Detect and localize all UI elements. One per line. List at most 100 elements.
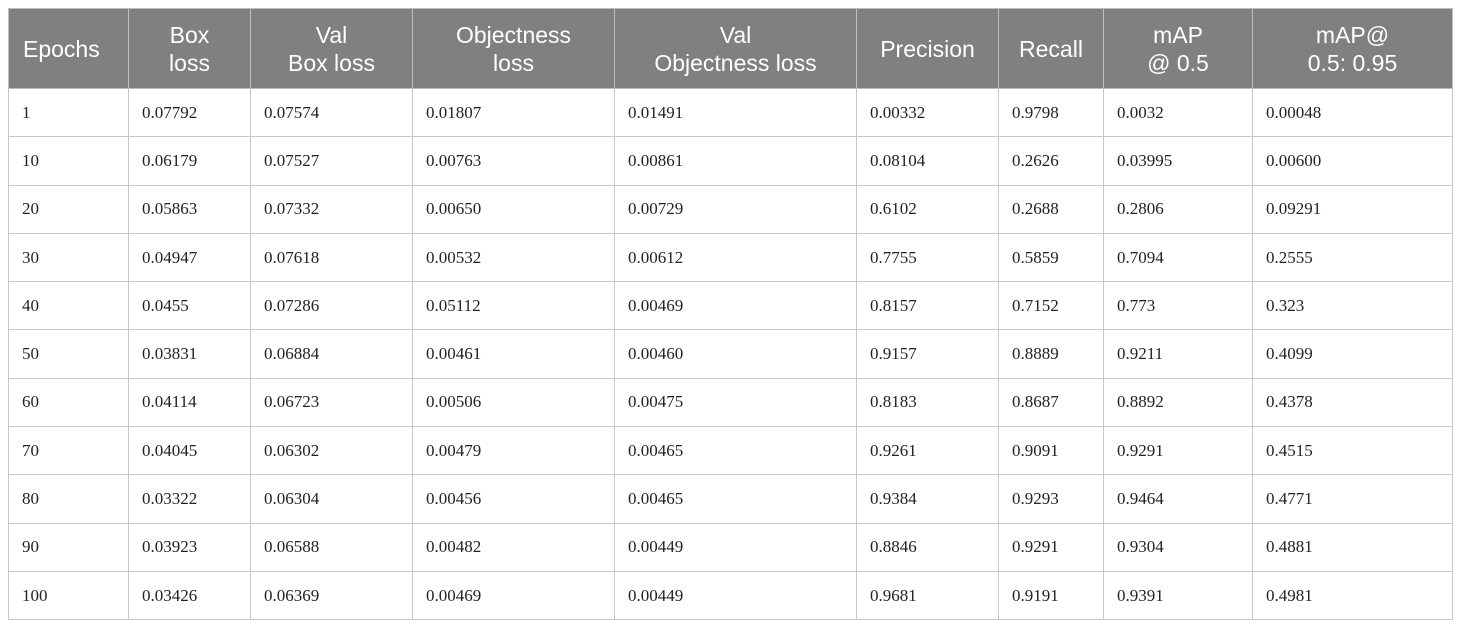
table-cell: 0.0455: [128, 281, 251, 331]
table-cell: 0.00861: [614, 136, 857, 186]
table-cell: 0.04947: [128, 232, 251, 283]
header-text: Recall: [1019, 35, 1083, 62]
table-cell: 0.4378: [1252, 377, 1453, 428]
table-cell: 0.04045: [128, 426, 251, 476]
table-cell: 0.03923: [128, 522, 251, 572]
header-text: Box: [169, 21, 210, 48]
table-row: 10 0.06179 0.07527 0.00763 0.00861 0.08104 0.2…: [8, 136, 1453, 186]
table-row: 70 0.04045 0.06302 0.00479 0.00465 0.9261 0.90…: [8, 426, 1453, 476]
table-cell: 0.06304: [250, 474, 413, 524]
table-cell: 0.9291: [1103, 426, 1253, 476]
table-body: 1 0.07792 0.07574 0.01807 0.01491 0.00332 0.97…: [8, 87, 1453, 621]
header-text: Box loss: [288, 49, 375, 76]
table-cell: 0.8183: [856, 377, 999, 428]
header-cell: Val Objectness loss: [614, 8, 857, 89]
table-cell: 0.5859: [998, 232, 1104, 283]
table-cell: 0.2806: [1103, 184, 1253, 234]
table-cell: 0.00479: [412, 426, 615, 476]
table-cell: 0.8157: [856, 281, 999, 331]
table-cell: 0.9191: [998, 570, 1104, 621]
table-cell: 0.4881: [1252, 522, 1453, 572]
table-cell: 0.00332: [856, 87, 999, 138]
header-cell: Val Box loss: [250, 8, 413, 89]
table-cell: 0.07332: [250, 184, 413, 234]
header-text: Val: [719, 21, 752, 48]
table-cell: 0.09291: [1252, 184, 1453, 234]
header-cell: Box loss: [128, 8, 251, 89]
table-cell: 0.7755: [856, 232, 999, 283]
table-row: 30 0.04947 0.07618 0.00532 0.00612 0.7755 0.58…: [8, 232, 1453, 283]
table-cell: 0.00460: [614, 329, 857, 379]
table-cell: 0.00763: [412, 136, 615, 186]
table-cell: 0.00469: [412, 570, 615, 621]
results-table: Epochs Box loss Val Box loss Objectness loss Va…: [8, 8, 1453, 621]
table-cell: 0.07286: [250, 281, 413, 331]
header-cell: Precision: [856, 8, 999, 89]
table-cell: 40: [8, 281, 129, 331]
table-cell: 0.00600: [1252, 136, 1453, 186]
table-cell: 0.9391: [1103, 570, 1253, 621]
header-text: Objectness loss: [654, 49, 817, 76]
table-cell: 0.06179: [128, 136, 251, 186]
table-cell: 1: [8, 87, 129, 138]
table-cell: 0.8889: [998, 329, 1104, 379]
table-cell: 0.00482: [412, 522, 615, 572]
table-cell: 0.03831: [128, 329, 251, 379]
header-text: Epochs: [23, 35, 100, 62]
table-cell: 0.03322: [128, 474, 251, 524]
table-cell: 0.9681: [856, 570, 999, 621]
table-cell: 0.8892: [1103, 377, 1253, 428]
table-cell: 0.0032: [1103, 87, 1253, 138]
table-cell: 100: [8, 570, 129, 621]
table-cell: 0.00475: [614, 377, 857, 428]
table-cell: 0.9384: [856, 474, 999, 524]
table-cell: 0.01807: [412, 87, 615, 138]
table-cell: 0.01491: [614, 87, 857, 138]
table-cell: 0.07792: [128, 87, 251, 138]
header-text: 0.5: 0.95: [1307, 49, 1398, 76]
table-cell: 0.07527: [250, 136, 413, 186]
header-text: Val: [315, 21, 348, 48]
table-cell: 80: [8, 474, 129, 524]
table-cell: 0.06723: [250, 377, 413, 428]
table-cell: 0.9261: [856, 426, 999, 476]
table-cell: 0.4515: [1252, 426, 1453, 476]
header-cell: mAP@ 0.5: 0.95: [1252, 8, 1453, 89]
table-cell: 0.06884: [250, 329, 413, 379]
table-cell: 0.00469: [614, 281, 857, 331]
table-row: 60 0.04114 0.06723 0.00506 0.00475 0.8183 0.86…: [8, 377, 1453, 428]
table-row: 40 0.0455 0.07286 0.05112 0.00469 0.8157 0.715…: [8, 281, 1453, 331]
header-text: loss: [493, 49, 534, 76]
table-cell: 0.08104: [856, 136, 999, 186]
header-cell: Objectness loss: [412, 8, 615, 89]
table-cell: 0.00650: [412, 184, 615, 234]
table-cell: 0.323: [1252, 281, 1453, 331]
table-row: 80 0.03322 0.06304 0.00456 0.00465 0.9384 0.92…: [8, 474, 1453, 524]
table-row: 90 0.03923 0.06588 0.00482 0.00449 0.8846 0.92…: [8, 522, 1453, 572]
table-cell: 0.00465: [614, 426, 857, 476]
table-cell: 0.03426: [128, 570, 251, 621]
table-cell: 0.8687: [998, 377, 1104, 428]
table-cell: 0.00449: [614, 522, 857, 572]
table-cell: 0.00048: [1252, 87, 1453, 138]
table-cell: 0.07574: [250, 87, 413, 138]
table-row: 100 0.03426 0.06369 0.00469 0.00449 0.9681 0.9…: [8, 570, 1453, 621]
header-text: Objectness: [455, 21, 572, 48]
table-cell: 0.06588: [250, 522, 413, 572]
table-cell: 20: [8, 184, 129, 234]
table-cell: 0.00612: [614, 232, 857, 283]
table-cell: 50: [8, 329, 129, 379]
table-cell: 0.06369: [250, 570, 413, 621]
table-cell: 0.2626: [998, 136, 1104, 186]
table-row: 50 0.03831 0.06884 0.00461 0.00460 0.9157 0.88…: [8, 329, 1453, 379]
header-text: mAP@: [1315, 21, 1390, 48]
table-cell: 0.9211: [1103, 329, 1253, 379]
table-cell: 0.2688: [998, 184, 1104, 234]
table-cell: 0.7152: [998, 281, 1104, 331]
table-cell: 0.9464: [1103, 474, 1253, 524]
table-cell: 0.00461: [412, 329, 615, 379]
header-text: mAP: [1153, 21, 1203, 48]
table-cell: 0.00729: [614, 184, 857, 234]
table-cell: 0.05112: [412, 281, 615, 331]
